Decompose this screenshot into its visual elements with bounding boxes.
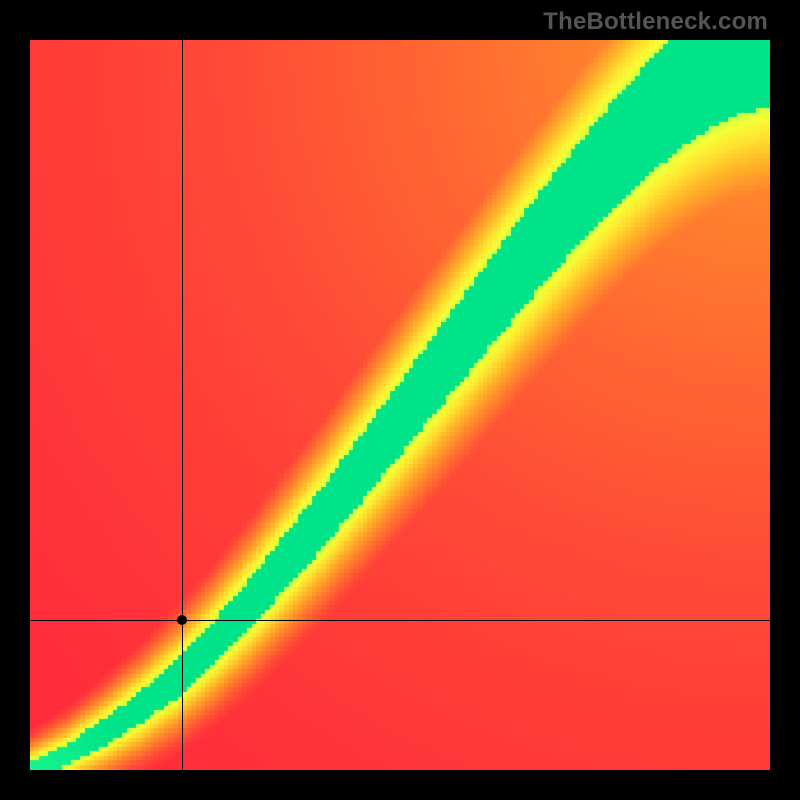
crosshair-vertical — [182, 40, 183, 770]
watermark-text: TheBottleneck.com — [543, 8, 768, 36]
chart-container: TheBottleneck.com — [0, 0, 800, 800]
heatmap-canvas — [30, 40, 770, 770]
crosshair-horizontal — [30, 620, 770, 621]
plot-area — [30, 40, 770, 770]
crosshair-marker — [177, 615, 187, 625]
